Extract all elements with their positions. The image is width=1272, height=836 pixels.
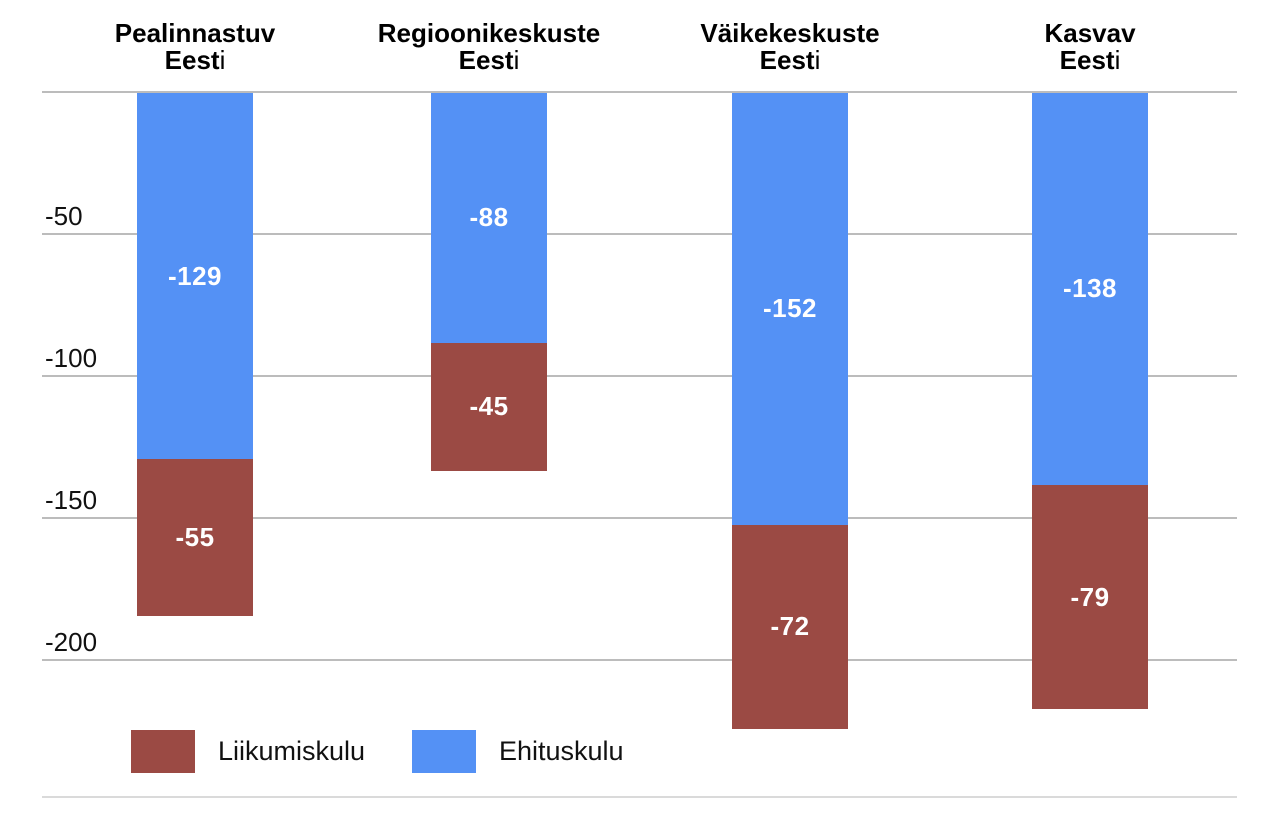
bar-value-label: -72 [770, 611, 810, 642]
column-title: Pealinnastuv Eesti [35, 20, 355, 74]
column-title-line2: Eesti [164, 45, 226, 75]
legend-swatch-icon [131, 730, 195, 773]
bar-segment-ehituskulu: -152 [732, 93, 848, 525]
y-tick-label: -150 [45, 485, 98, 515]
column-title: Regioonikeskuste Eesti [329, 20, 649, 74]
y-tick-label: -200 [45, 627, 98, 657]
chart-bottom-border-line [42, 796, 1237, 798]
column-title-line1: Väikekeskuste [700, 18, 880, 48]
gridline [42, 659, 1237, 661]
bar-value-label: -88 [469, 202, 509, 233]
gridline [42, 375, 1237, 377]
column-title-line2: Eesti [458, 45, 520, 75]
bar-segment-liikumiskulu: -79 [1032, 484, 1148, 710]
gridline [42, 233, 1237, 235]
legend-swatch-icon [412, 730, 476, 773]
column-title-line1: Regioonikeskuste [377, 18, 601, 48]
legend-item-liikumiskulu: Liikumiskulu [131, 730, 365, 773]
legend-label: Liikumiskulu [218, 736, 366, 766]
legend-item-ehituskulu: Ehituskulu [412, 730, 624, 773]
bar-value-label: -129 [167, 260, 223, 291]
column-title-line1: Pealinnastuv [114, 18, 276, 48]
column-title-line2: Eesti [1059, 45, 1121, 75]
bar-value-label: -45 [469, 391, 509, 422]
bar-segment-ehituskulu: -129 [137, 93, 253, 460]
column-title: Kasvav Eesti [930, 20, 1250, 74]
bar-segment-liikumiskulu: -45 [431, 342, 547, 471]
bar-segment-liikumiskulu: -55 [137, 459, 253, 616]
bar-value-label: -152 [762, 293, 818, 324]
column-title-line1: Kasvav [1044, 18, 1136, 48]
bar-value-label: -79 [1070, 581, 1110, 612]
y-tick-label: -100 [45, 343, 98, 373]
legend-label: Ehituskulu [499, 736, 624, 766]
bar-segment-ehituskulu: -138 [1032, 93, 1148, 485]
bar-value-label: -55 [175, 521, 215, 552]
x-axis-zero-line [42, 91, 1237, 93]
bar-segment-liikumiskulu: -72 [732, 524, 848, 730]
y-tick-label: -50 [45, 201, 83, 231]
gridline [42, 517, 1237, 519]
column-title-line2: Eesti [759, 45, 821, 75]
bar-value-label: -138 [1062, 273, 1118, 304]
bar-segment-ehituskulu: -88 [431, 93, 547, 343]
column-title: Väikekeskuste Eesti [630, 20, 950, 74]
